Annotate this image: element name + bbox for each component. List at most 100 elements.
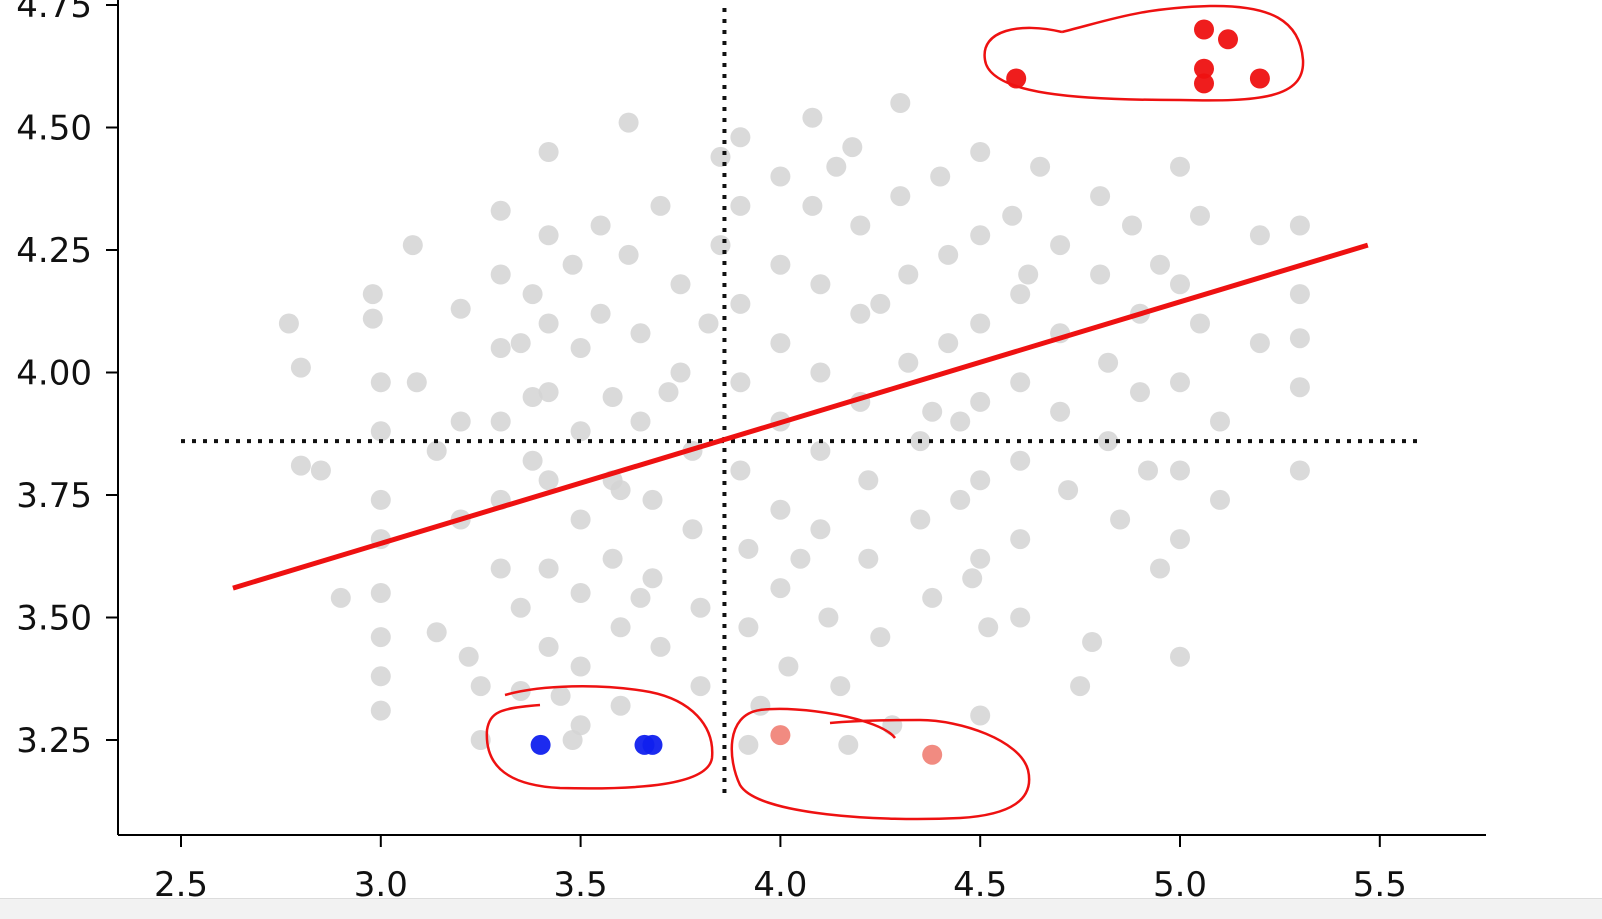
data-point (910, 509, 931, 530)
outlier-point (1194, 73, 1214, 94)
scatter-chart: 2.5 3.0 3.5 4.0 4.5 5.0 5.5 3.25 3.50 3.75 4.00 4.2… (16, 0, 1486, 898)
data-point (970, 548, 991, 569)
bottom-scroll-strip (0, 898, 1602, 919)
data-point (670, 362, 691, 383)
data-point (570, 421, 591, 442)
outlier-point (1194, 19, 1214, 40)
x-tick-label: 3.5 (554, 865, 608, 898)
data-point (1249, 333, 1270, 354)
data-point (770, 166, 791, 187)
data-point (1058, 480, 1079, 501)
data-point (630, 587, 651, 608)
data-point (1138, 460, 1158, 481)
data-point (970, 705, 991, 726)
data-point (330, 587, 351, 608)
data-point (1090, 264, 1111, 285)
data-point (370, 489, 391, 510)
points-layer (278, 93, 1310, 755)
data-point (570, 583, 591, 603)
data-point (450, 298, 471, 319)
data-point (738, 617, 759, 638)
outlier-layer (530, 19, 1270, 765)
data-point (1170, 646, 1190, 667)
data-point (858, 548, 879, 569)
outlier-point (642, 734, 663, 755)
data-point (978, 617, 999, 638)
data-point (1010, 450, 1031, 471)
data-point (1289, 460, 1310, 481)
data-point (570, 715, 591, 736)
data-point (1070, 676, 1091, 697)
x-tick-label: 3.0 (354, 865, 408, 898)
data-point (450, 411, 471, 432)
data-point (570, 509, 591, 530)
data-point (1050, 401, 1071, 422)
data-point (730, 460, 751, 481)
annotation-layer (485, 4, 1305, 821)
data-point (362, 284, 383, 305)
x-tick-label: 4.5 (953, 865, 1007, 898)
data-point (810, 440, 831, 461)
data-point (406, 372, 427, 393)
data-point (738, 734, 759, 755)
data-point (618, 244, 639, 265)
data-point (682, 519, 703, 540)
data-point (790, 548, 811, 569)
data-point (730, 127, 751, 148)
data-point (642, 568, 663, 589)
data-point (290, 357, 311, 378)
data-point (1190, 205, 1210, 226)
data-point (490, 411, 511, 432)
data-point (770, 254, 791, 275)
data-point (550, 685, 571, 706)
data-point (1050, 235, 1071, 256)
data-point (370, 372, 391, 393)
axes-layer: 2.5 3.0 3.5 4.0 4.5 5.0 5.5 3.25 3.50 3.75 4.00 4.2… (16, 0, 1486, 898)
data-point (970, 142, 991, 162)
data-point (490, 338, 511, 358)
data-point (890, 186, 911, 207)
x-tick-label: 5.5 (1353, 865, 1407, 898)
data-point (818, 607, 839, 628)
data-point (730, 195, 751, 216)
data-point (1030, 156, 1051, 177)
data-point (1170, 529, 1190, 550)
data-point (970, 391, 991, 412)
y-tick-label: 3.50 (16, 599, 92, 639)
x-tick-label: 5.0 (1153, 865, 1207, 898)
data-point (426, 440, 447, 461)
data-point (950, 489, 971, 510)
data-point (1122, 215, 1142, 236)
y-tick-label: 4.00 (16, 354, 92, 394)
data-point (1098, 352, 1119, 373)
data-point (370, 421, 391, 442)
outlier-point (922, 744, 943, 765)
data-point (590, 303, 611, 324)
data-point (590, 215, 611, 236)
y-tick-label: 3.75 (16, 476, 92, 516)
data-point (538, 558, 559, 579)
data-point (510, 333, 531, 354)
data-point (538, 225, 559, 246)
data-point (930, 166, 951, 187)
data-point (922, 401, 943, 422)
data-point (1090, 186, 1111, 207)
data-point (426, 622, 447, 643)
data-point (290, 455, 311, 476)
data-point (1170, 156, 1190, 177)
data-point (710, 235, 731, 256)
data-point (938, 244, 959, 265)
data-point (842, 137, 863, 158)
data-point (610, 617, 631, 638)
data-point (870, 627, 891, 648)
data-point (370, 583, 391, 603)
data-point (770, 333, 791, 354)
regression-line (232, 242, 1369, 591)
data-point (1190, 313, 1210, 334)
data-point (1170, 372, 1190, 393)
annotation-circle-bottom-left (485, 685, 714, 790)
data-point (970, 225, 991, 246)
data-point (310, 460, 331, 481)
data-point (962, 568, 983, 589)
data-point (922, 587, 943, 608)
